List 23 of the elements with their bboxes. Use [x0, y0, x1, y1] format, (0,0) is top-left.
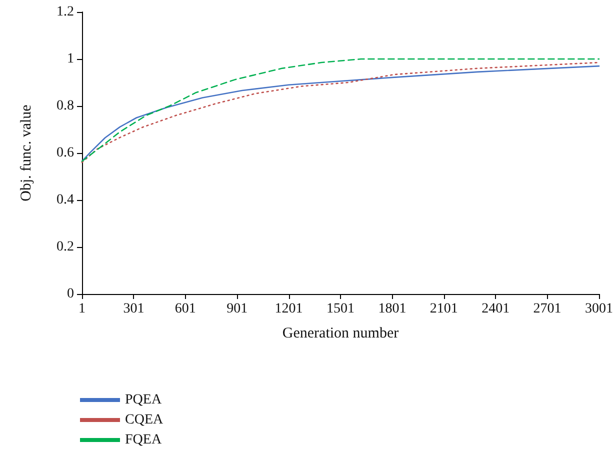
y-tick-label: 1.2	[56, 4, 74, 20]
x-tick-label: 2401	[482, 302, 510, 316]
x-tick-label: 901	[226, 302, 248, 316]
legend-label: PQEA	[125, 392, 162, 408]
legend-label: CQEA	[125, 412, 164, 428]
x-tick-label: 1801	[378, 302, 406, 316]
y-tick-label: 0	[67, 286, 74, 302]
legend-label: FQEA	[125, 432, 162, 448]
x-tick-label: 2701	[533, 302, 562, 316]
x-axis-title: Generation number	[282, 326, 399, 342]
y-tick-label: 0.2	[56, 240, 74, 254]
y-axis-title: Obj. func. value	[18, 104, 34, 202]
y-tick-label: 0.8	[56, 98, 74, 114]
x-tick-label: 1501	[326, 302, 354, 316]
x-tick-label: 1201	[274, 302, 303, 316]
x-tick-label: 1	[78, 302, 86, 316]
y-tick-label: 0.4	[56, 192, 74, 208]
x-tick-label: 2101	[430, 302, 458, 316]
x-tick-label: 301	[123, 302, 144, 316]
x-tick-label: 3001	[585, 302, 613, 316]
y-tick-label: 1	[67, 52, 74, 66]
y-tick-label: 0.6	[56, 146, 74, 160]
x-tick-label: 601	[174, 302, 196, 316]
